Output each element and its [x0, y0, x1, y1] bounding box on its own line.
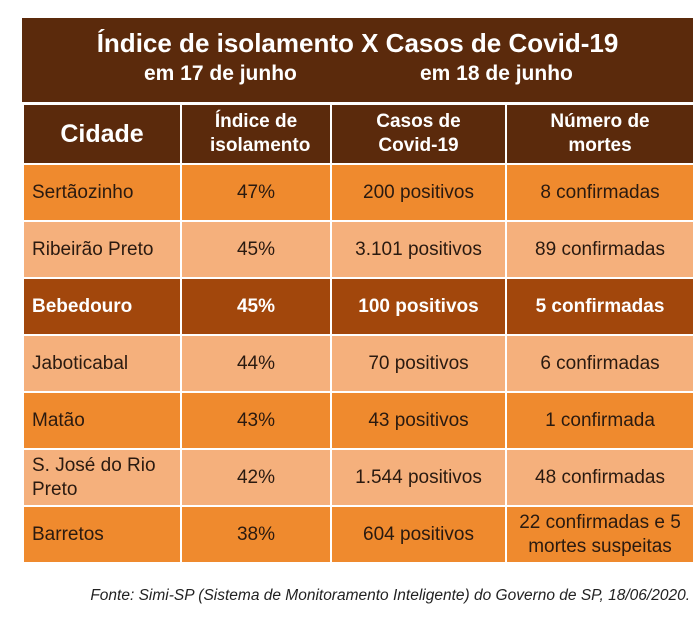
table-cell: 604 positivos [330, 505, 507, 564]
header-cell: Casos de Covid-19 [330, 103, 507, 165]
table-cell: 6 confirmadas [505, 334, 695, 393]
table-cell: 70 positivos [330, 334, 507, 393]
table-cell: Sertãozinho [22, 163, 182, 222]
table-cell: 89 confirmadas [505, 220, 695, 279]
table-cell: Matão [22, 391, 182, 450]
table-cell: 43% [180, 391, 332, 450]
date-right: em 18 de junho [420, 62, 573, 85]
header-cell: Número de mortes [505, 103, 695, 165]
table-row: Matão 43% 43 positivos 1 confirmada [22, 391, 695, 450]
table-cell: 1 confirmada [505, 391, 695, 450]
table-row: Jaboticabal 44% 70 positivos 6 confirmadas [22, 334, 695, 393]
data-table: Cidade Índice de isolamento Casos de Covid… [22, 103, 695, 564]
table-cell: 200 positivos [330, 163, 507, 222]
table-row: S. José do Rio Preto 42% 1.544 positivos 48… [22, 448, 695, 507]
table-cell: 3.101 positivos [330, 220, 507, 279]
table-cell: 100 positivos [330, 277, 507, 336]
table-cell: 43 positivos [330, 391, 507, 450]
table-cell: 45% [180, 220, 332, 279]
header-cell: Cidade [22, 103, 182, 165]
table-cell: 47% [180, 163, 332, 222]
table-cell: 5 confirmadas [505, 277, 695, 336]
table-cell: Jaboticabal [22, 334, 182, 393]
table-cell: 45% [180, 277, 332, 336]
table-row: Sertãozinho 47% 200 positivos 8 confirmadas [22, 163, 695, 222]
title: Índice de isolamento X Casos de Covid-19 [96, 28, 619, 58]
table-cell: Bebedouro [22, 277, 182, 336]
table-row: Barretos 38% 604 positivos 22 confirmadas e… [22, 505, 695, 564]
title-box: Índice de isolamento X Casos de Covid-19… [22, 18, 693, 102]
table-cell: Ribeirão Preto [22, 220, 182, 279]
table-row: Ribeirão Preto 45% 3.101 positivos 89 confi… [22, 220, 695, 279]
source-note: Fonte: Simi-SP (Sistema de Monitoramento… [90, 587, 690, 604]
table-cell: 1.544 positivos [330, 448, 507, 507]
table-cell: Barretos [22, 505, 182, 564]
table-cell: 38% [180, 505, 332, 564]
table-cell: 8 confirmadas [505, 163, 695, 222]
table-row: Bebedouro 45% 100 positivos 5 confirmadas [22, 277, 695, 336]
table-cell: 22 confirmadas e 5 mortes suspeitas [505, 505, 695, 564]
table-cell: 48 confirmadas [505, 448, 695, 507]
header-cell: Índice de isolamento [180, 103, 332, 165]
header-row: Cidade Índice de isolamento Casos de Covid… [22, 103, 695, 165]
date-left: em 17 de junho [144, 62, 297, 85]
table-cell: 44% [180, 334, 332, 393]
table-cell: 42% [180, 448, 332, 507]
table-cell: S. José do Rio Preto [22, 448, 182, 507]
